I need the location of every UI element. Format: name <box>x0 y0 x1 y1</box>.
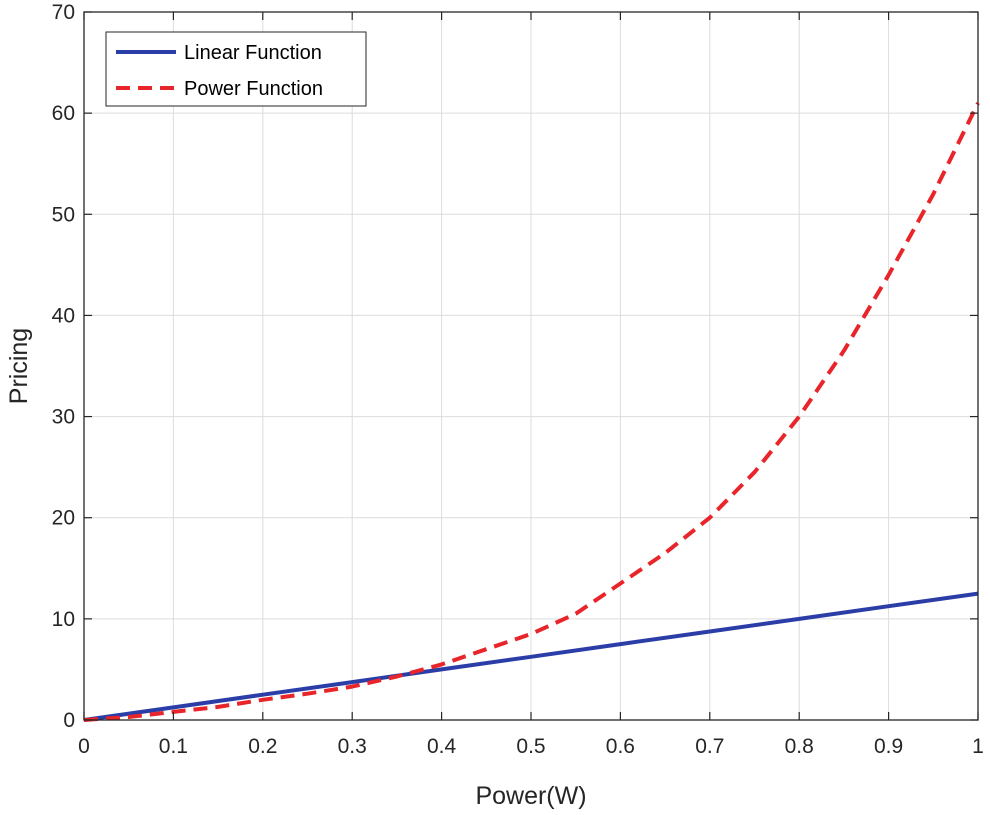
y-tick-labels: 0 10 20 30 40 50 60 70 <box>52 1 75 732</box>
x-tick-label: 0.8 <box>785 735 814 758</box>
series-line-linear <box>83 591 979 722</box>
x-tick-label: 0.1 <box>159 735 188 758</box>
legend-box <box>105 31 367 107</box>
y-tick-label: 70 <box>52 1 75 24</box>
y-tick-label: 40 <box>52 304 75 327</box>
legend-label-power: Power Function <box>184 78 323 100</box>
x-tick-label: 0.4 <box>427 735 457 758</box>
legend: Linear Function Power Function <box>105 31 367 107</box>
x-tick-label: 0.5 <box>516 735 545 758</box>
series-layer <box>83 102 980 722</box>
x-tick-label: 0.2 <box>248 735 277 758</box>
y-tick-label: 60 <box>52 102 75 125</box>
y-tick-label: 10 <box>52 608 75 631</box>
x-tick-labels: 0 0.1 0.2 0.3 0.4 0.5 0.6 0.7 0.8 0.9 1 <box>78 735 984 758</box>
y-tick-label: 20 <box>52 507 75 530</box>
y-axis-label: Pricing <box>5 328 33 404</box>
y-tick-label: 0 <box>63 709 75 732</box>
legend-label-linear: Linear Function <box>184 42 322 64</box>
x-tick-label: 0 <box>78 735 90 758</box>
x-tick-label: 0.9 <box>874 735 903 758</box>
x-tick-label: 1 <box>972 735 984 758</box>
x-tick-label: 0.3 <box>338 735 367 758</box>
y-tick-label: 30 <box>52 406 75 429</box>
grid <box>84 12 978 720</box>
y-tick-label: 50 <box>52 203 75 226</box>
series-line-power <box>83 102 980 722</box>
x-tick-label: 0.7 <box>695 735 724 758</box>
ticks <box>83 11 979 721</box>
x-axis-label: Power(W) <box>475 782 586 810</box>
x-tick-label: 0.6 <box>606 735 635 758</box>
